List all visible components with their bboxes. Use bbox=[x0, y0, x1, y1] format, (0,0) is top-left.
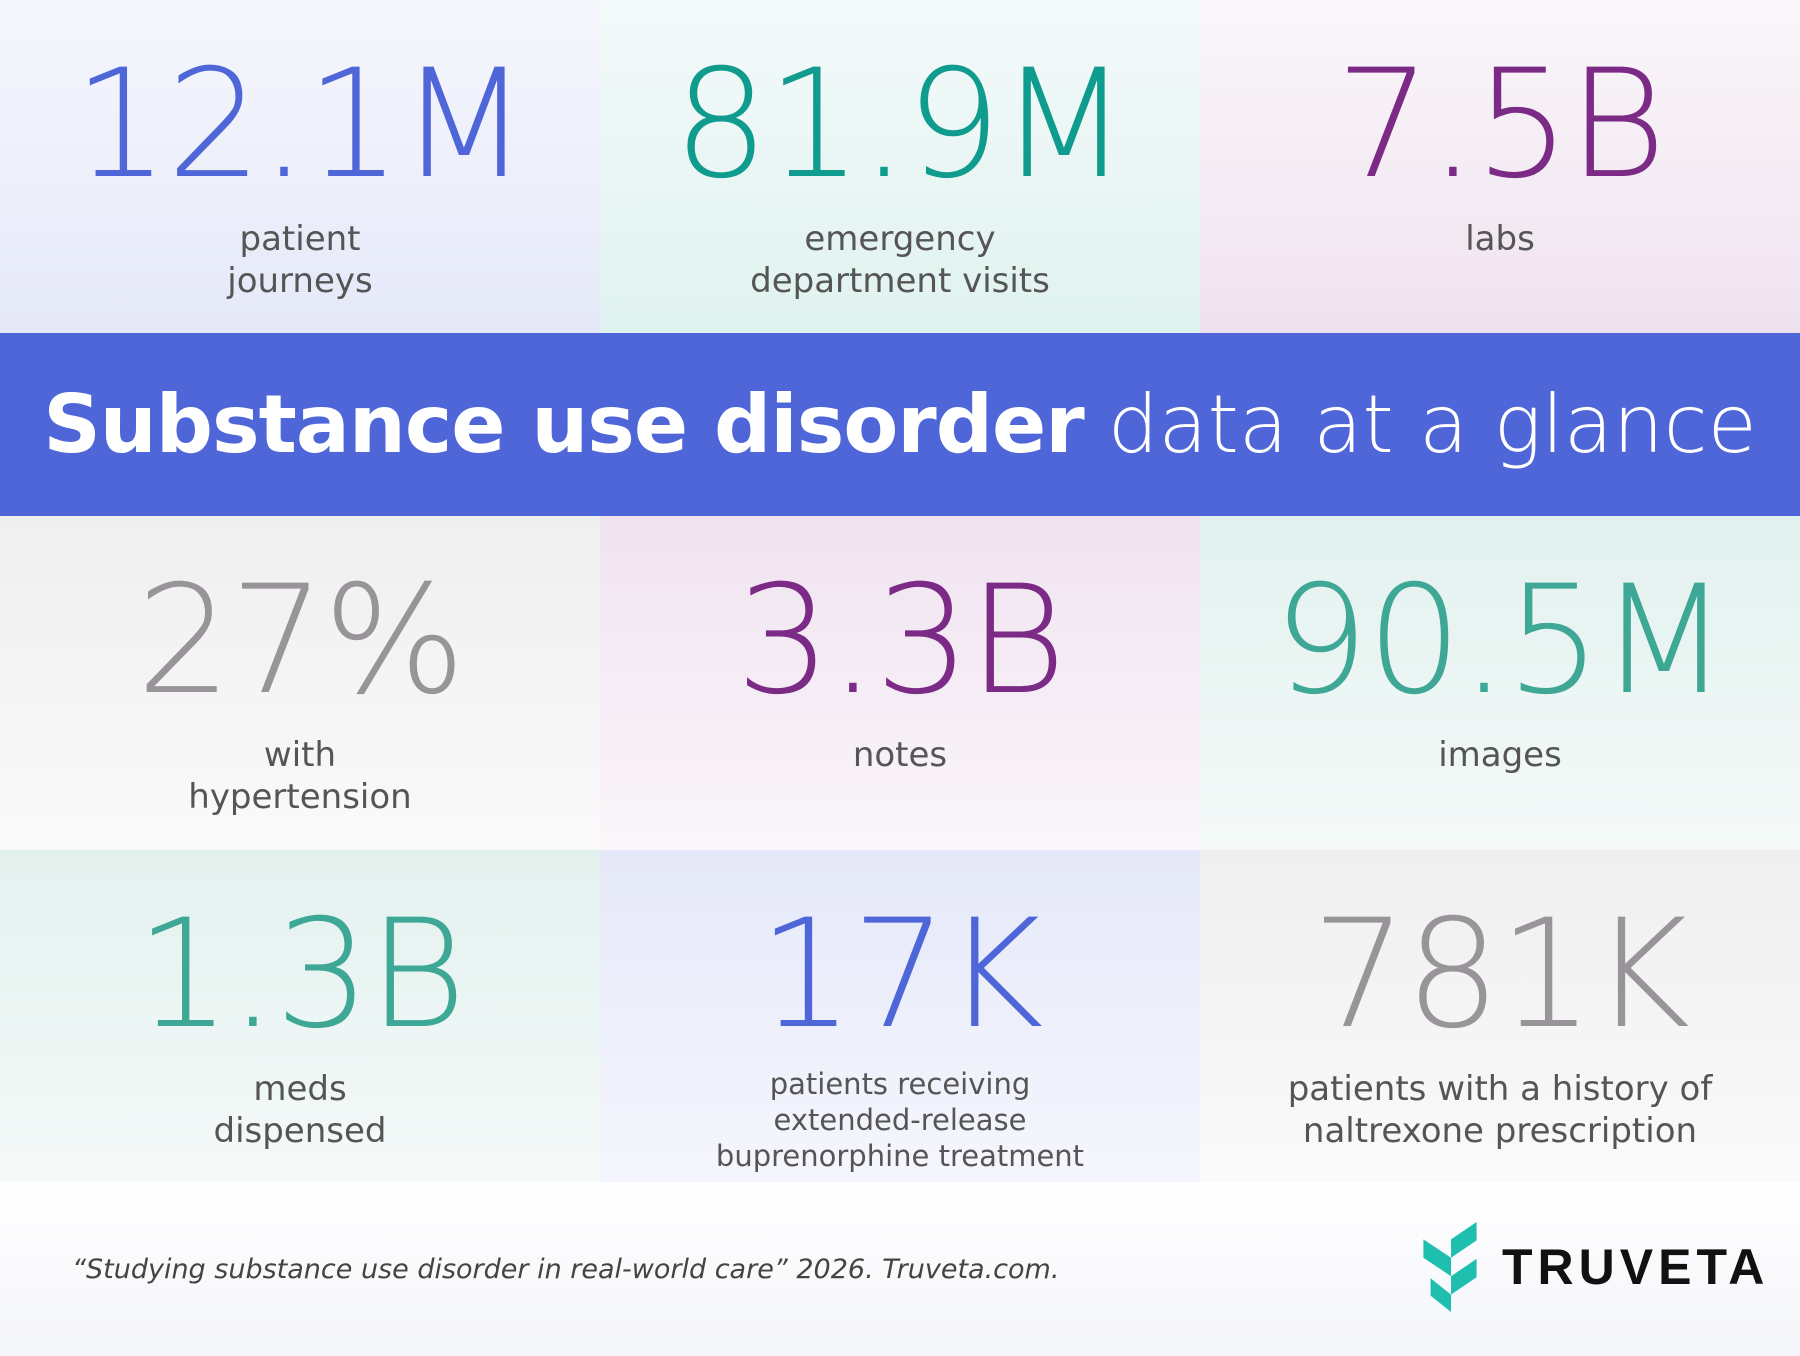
label-line: patient bbox=[239, 219, 361, 259]
stat-value: 12.1M bbox=[73, 38, 528, 212]
label-line: emergency bbox=[804, 219, 996, 259]
label-line: hypertension bbox=[188, 777, 412, 817]
stat-value: 17K bbox=[758, 888, 1043, 1062]
label-line: with bbox=[263, 735, 337, 775]
label-line: buprenorphine treatment bbox=[715, 1139, 1085, 1173]
stat-naltrexone: 781K patients with a history of naltrexon… bbox=[1200, 850, 1800, 1182]
stat-label: with hypertension bbox=[0, 734, 600, 818]
truveta-logo: TRUVETA bbox=[1420, 1222, 1769, 1312]
page-title: Substance use disorder data at a glance bbox=[0, 333, 1800, 516]
label-line: naltrexone prescription bbox=[1302, 1111, 1698, 1151]
stat-value: 7.5B bbox=[1335, 38, 1667, 212]
stat-label: images bbox=[1200, 734, 1800, 776]
stat-ed-visits: 81.9M emergency department visits bbox=[600, 0, 1200, 333]
stat-label: notes bbox=[600, 734, 1200, 776]
title-light: data at a glance bbox=[1107, 378, 1757, 471]
label-line: labs bbox=[1465, 219, 1535, 259]
logo-text: TRUVETA bbox=[1502, 1239, 1770, 1295]
stat-label: patients with a history of naltrexone pre… bbox=[1200, 1068, 1800, 1152]
stat-label: patients receiving extended-release bupren… bbox=[600, 1066, 1200, 1174]
stat-label: emergency department visits bbox=[600, 218, 1200, 302]
label-line: extended-release bbox=[773, 1103, 1027, 1137]
stat-value: 1.3B bbox=[135, 888, 467, 1062]
label-line: dispensed bbox=[213, 1111, 387, 1151]
stat-value: 90.5M bbox=[1273, 554, 1728, 728]
stat-hypertension: 27% with hypertension bbox=[0, 516, 600, 850]
stat-value: 81.9M bbox=[673, 38, 1128, 212]
stat-labs: 7.5B labs bbox=[1200, 0, 1800, 333]
citation: “Studying substance use disorder in real… bbox=[72, 1254, 1060, 1285]
stat-value: 3.3B bbox=[735, 554, 1067, 728]
label-line: patients with a history of bbox=[1287, 1069, 1713, 1109]
label-line: meds bbox=[253, 1069, 347, 1109]
label-line: images bbox=[1438, 735, 1562, 775]
stats-row-1: 12.1M patient journeys 81.9M emergency dep… bbox=[0, 0, 1800, 333]
stats-row-2: 27% with hypertension 3.3B notes 90.5M im… bbox=[0, 516, 1800, 850]
stats-row-3: 1.3B meds dispensed 17K patients receivin… bbox=[0, 850, 1800, 1182]
label-line: notes bbox=[852, 735, 948, 775]
stat-images: 90.5M images bbox=[1200, 516, 1800, 850]
stat-patient-journeys: 12.1M patient journeys bbox=[0, 0, 600, 333]
stat-buprenorphine: 17K patients receiving extended-release bu… bbox=[600, 850, 1200, 1182]
stat-meds-dispensed: 1.3B meds dispensed bbox=[0, 850, 600, 1182]
label-line: journeys bbox=[227, 261, 373, 301]
stat-notes: 3.3B notes bbox=[600, 516, 1200, 850]
stat-value: 781K bbox=[1311, 888, 1691, 1062]
title-bold: Substance use disorder bbox=[43, 378, 1085, 471]
label-line: patients receiving bbox=[769, 1067, 1031, 1101]
label-line: department visits bbox=[750, 261, 1050, 301]
stat-value: 27% bbox=[136, 554, 465, 728]
footer: “Studying substance use disorder in real… bbox=[0, 1182, 1800, 1356]
stat-label: meds dispensed bbox=[0, 1068, 600, 1152]
stat-label: patient journeys bbox=[0, 218, 600, 302]
truveta-leaf-icon bbox=[1423, 1222, 1477, 1312]
stat-label: labs bbox=[1200, 218, 1800, 260]
